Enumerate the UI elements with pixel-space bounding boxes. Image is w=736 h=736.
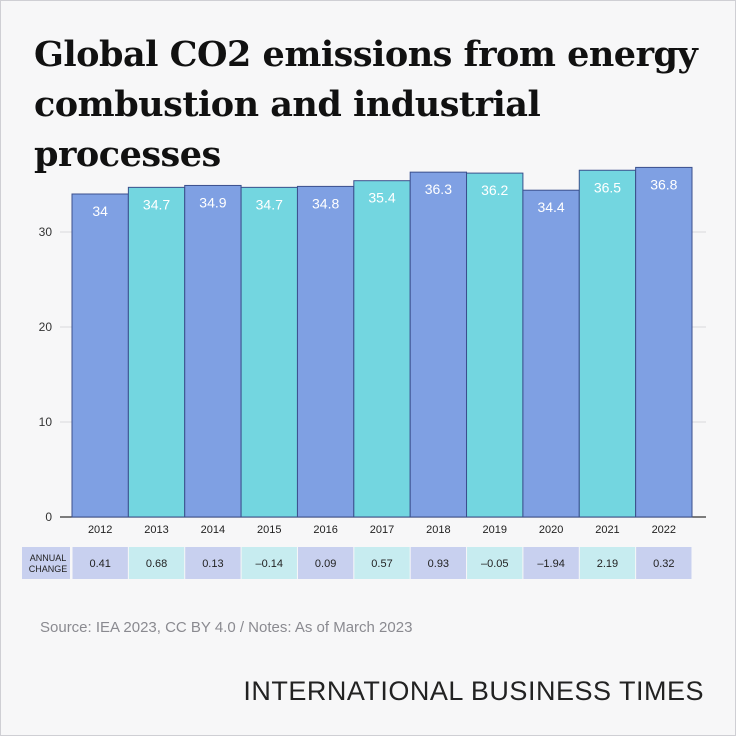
- bar-value-label: 34.7: [256, 196, 283, 212]
- annual-change-cell: [467, 547, 523, 579]
- annual-change-value: 0.13: [202, 558, 223, 570]
- x-axis: 2012 2013 2014 2015 2016 2017 2018 2019 2020 2021…: [88, 524, 676, 536]
- x-tick-label: 2021: [595, 524, 619, 536]
- bar-value-label: 36.3: [425, 181, 452, 197]
- annual-change-value: –0.05: [481, 558, 509, 570]
- bar: [466, 172, 524, 518]
- bar-value-label: 36.2: [481, 182, 508, 198]
- annual-change-cell: [185, 547, 241, 579]
- bar: [353, 180, 411, 518]
- annual-change-value: 0.93: [428, 558, 449, 570]
- bar: [240, 186, 298, 518]
- bar: [184, 184, 242, 518]
- x-tick-label: 2016: [313, 524, 337, 536]
- y-tick-label: 20: [39, 320, 53, 334]
- annual-change-cell: [297, 547, 354, 579]
- annual-change-value: 2.19: [597, 558, 618, 570]
- y-tick-label: 0: [45, 510, 52, 524]
- y-axis: 0 10 20 30: [39, 225, 53, 524]
- brand-logo: INTERNATIONAL BUSINESS TIMES: [243, 676, 704, 706]
- x-tick-label: 2013: [144, 524, 168, 536]
- annual-change-label: CHANGE: [29, 564, 68, 574]
- bar: [522, 189, 580, 518]
- bar: [635, 166, 693, 518]
- annual-change-value: 0.68: [146, 558, 167, 570]
- bar-value-label: 36.5: [594, 179, 621, 195]
- chart-title: Global CO2 emissions from energy combust…: [34, 30, 714, 180]
- bar: [71, 193, 129, 518]
- annual-change-value: 0.57: [371, 558, 392, 570]
- annual-change-value: –0.14: [256, 558, 284, 570]
- annual-change-cell: [579, 547, 636, 579]
- bar-value-label: 34.9: [199, 194, 226, 210]
- x-tick-label: 2015: [257, 524, 281, 536]
- x-tick-label: 2019: [482, 524, 506, 536]
- x-tick-label: 2014: [201, 524, 225, 536]
- annual-change-label-cell: [22, 547, 70, 579]
- annual-change-value: 0.41: [89, 558, 110, 570]
- title-line-2: combustion and industrial processes: [34, 84, 541, 175]
- x-tick-label: 2022: [652, 524, 676, 536]
- y-tick-label: 30: [39, 225, 53, 239]
- bar-value-label: 34.7: [143, 196, 170, 212]
- annual-change-cell: [72, 547, 128, 579]
- bar-value-label: 35.4: [368, 190, 395, 206]
- annual-change-row: 0.41 0.68 0.13 –0.14 0.09 0.57 0.93 –0.05 –1.94 2…: [22, 547, 692, 579]
- annual-change-cell: [523, 547, 579, 579]
- x-tick-label: 2012: [88, 524, 112, 536]
- bar: [296, 185, 355, 518]
- annual-change-cell: [241, 547, 297, 579]
- bar: [409, 171, 468, 518]
- annual-change-value: 0.32: [653, 558, 674, 570]
- bar-value-label: 34: [92, 203, 108, 219]
- x-tick-label: 2020: [539, 524, 563, 536]
- annual-change-value: 0.09: [315, 558, 336, 570]
- source-note: Source: IEA 2023, CC BY 4.0 / Notes: As …: [40, 619, 413, 636]
- annual-change-value: –1.94: [537, 558, 565, 570]
- bar: [127, 186, 186, 518]
- y-tick-label: 10: [39, 415, 53, 429]
- bar-value-label: 36.8: [650, 176, 677, 192]
- annual-change-label: ANNUAL: [30, 553, 67, 563]
- bars: 34 34.7 34.9 34.7 34.8 35.4 36.3 36.2 34.4 36.5 36…: [71, 166, 693, 518]
- annual-change-cell: [636, 547, 692, 579]
- title-line-1: Global CO2 emissions from energy: [34, 34, 698, 75]
- bar-value-label: 34.4: [537, 199, 564, 215]
- annual-change-cell: [128, 547, 185, 579]
- annual-change-cell: [354, 547, 410, 579]
- annual-change-cell: [410, 547, 467, 579]
- bar: [578, 169, 637, 518]
- x-tick-label: 2017: [370, 524, 394, 536]
- bar-value-label: 34.8: [312, 195, 339, 211]
- x-tick-label: 2018: [426, 524, 450, 536]
